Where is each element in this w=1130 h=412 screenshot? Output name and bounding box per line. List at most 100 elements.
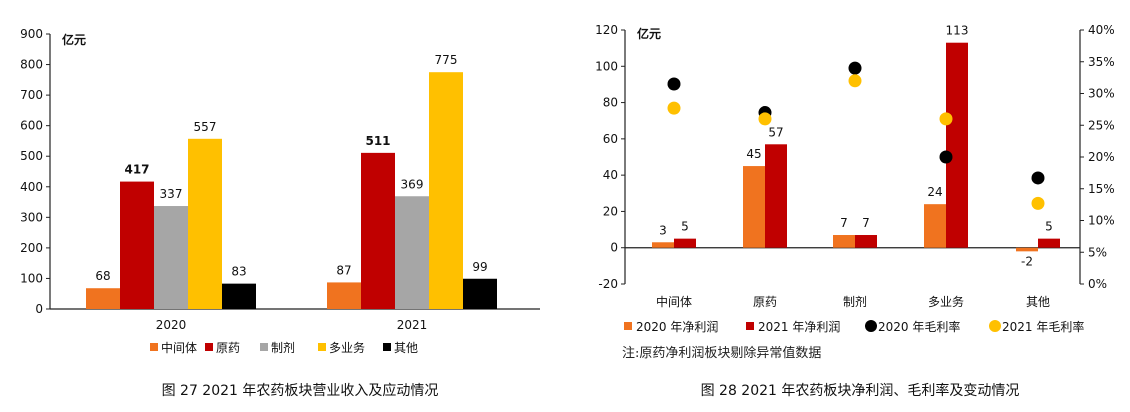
y-tick-label: 0	[610, 241, 618, 255]
bar	[429, 72, 463, 309]
data-label: 113	[946, 24, 969, 38]
y-tick-label: 120	[595, 23, 618, 37]
legend-marker	[989, 320, 1001, 332]
bar	[361, 152, 395, 309]
y-tick-label: 400	[20, 180, 43, 194]
data-label: 45	[746, 147, 761, 161]
legend-swatch	[150, 343, 158, 351]
y-tick-label: 700	[20, 88, 43, 102]
y-tick-label: 40	[603, 168, 618, 182]
bar	[743, 166, 765, 248]
data-label: 24	[927, 185, 942, 199]
legend-label: 多业务	[329, 340, 365, 355]
bar	[327, 282, 361, 309]
bar	[1016, 247, 1038, 252]
marker-point	[1031, 196, 1045, 210]
legend-label: 2020 年净利润	[636, 320, 718, 334]
bar	[946, 42, 968, 248]
legend-swatch	[383, 343, 391, 351]
marker-point	[939, 112, 953, 126]
data-label: 557	[194, 120, 217, 134]
chart-revenue: 亿元 0 100 200 300 400 500 600 700 800 900 68 417 337 55…	[20, 27, 540, 399]
legend-label: 其他	[394, 341, 418, 355]
marker-point	[939, 150, 953, 164]
bar	[765, 144, 787, 248]
y2-tick-label: 35%	[1088, 55, 1115, 69]
x-tick-label: 原药	[753, 295, 777, 309]
legend-label: 制剂	[271, 340, 295, 355]
marker-point	[848, 61, 862, 75]
y2-tick-label: 20%	[1088, 150, 1115, 164]
bar	[463, 278, 497, 309]
data-label: 5	[1045, 220, 1053, 234]
y-tick-label: 80	[603, 96, 618, 110]
x-tick-label: 2020	[156, 318, 187, 332]
y2-tick-label: 0%	[1088, 277, 1107, 291]
y-tick-label: 800	[20, 58, 43, 72]
y-tick-label: 500	[20, 149, 43, 163]
legend-marker	[865, 320, 877, 332]
x-tick-label: 中间体	[656, 294, 692, 309]
bar	[188, 138, 222, 309]
legend-swatch	[318, 343, 326, 351]
bar	[222, 283, 256, 309]
data-label: 87	[336, 263, 351, 277]
y-tick-label: 100	[595, 59, 618, 73]
y2-tick-label: 5%	[1088, 245, 1107, 259]
bar	[924, 204, 946, 248]
marker-point	[1031, 171, 1045, 185]
x-tick-label: 其他	[1026, 295, 1050, 309]
bar	[154, 206, 188, 309]
data-label: 337	[160, 187, 183, 201]
x-tick-label: 制剂	[843, 294, 867, 309]
marker-point	[848, 74, 862, 88]
chart-net-profit: 亿元 -20 0 20 40 60 80 100 120 0% 5% 10% 15% 20% 25% 30% 3…	[595, 23, 1115, 399]
legend-label: 2020 年毛利率	[878, 319, 960, 334]
y-tick-label: 900	[20, 27, 43, 41]
legend-swatch	[260, 343, 268, 351]
data-label: 83	[231, 265, 246, 279]
y-tick-label: 200	[20, 241, 43, 255]
y2-tick-label: 30%	[1088, 87, 1115, 101]
legend-label: 中间体	[161, 340, 197, 355]
y-tick-label: 60	[603, 132, 618, 146]
y-tick-label: 300	[20, 210, 43, 224]
data-label: 7	[840, 216, 848, 230]
footnote: 注:原药净利润板块剔除异常值数据	[622, 345, 821, 361]
figure-caption: 图 27 2021 年农药板块营业收入及应动情况	[162, 382, 439, 399]
bar	[120, 181, 154, 309]
bar	[395, 196, 429, 309]
data-label: 511	[365, 134, 390, 148]
marker-point	[667, 77, 681, 91]
bar	[86, 288, 120, 309]
y-tick-label: -20	[598, 277, 618, 291]
y2-tick-label: 40%	[1088, 23, 1115, 37]
y2-tick-label: 15%	[1088, 182, 1115, 196]
data-label: 369	[401, 177, 424, 191]
y2-tick-label: 10%	[1088, 214, 1115, 228]
data-label: 57	[768, 125, 783, 139]
y-tick-label: 20	[603, 204, 618, 218]
legend-swatch	[746, 322, 754, 330]
legend-swatch	[205, 343, 213, 351]
bar	[833, 235, 855, 248]
legend-label: 2021 年毛利率	[1002, 319, 1084, 334]
y-tick-label: 100	[20, 271, 43, 285]
bar	[1038, 238, 1060, 248]
x-tick-label: 多业务	[928, 294, 964, 309]
bar	[674, 238, 696, 248]
bar	[855, 235, 877, 248]
data-label: 68	[95, 269, 110, 283]
data-label: -2	[1021, 254, 1033, 268]
legend-label: 2021 年净利润	[758, 320, 840, 334]
data-label: 99	[472, 260, 487, 274]
y-tick-label: 600	[20, 119, 43, 133]
marker-point	[667, 101, 681, 115]
data-label: 3	[659, 223, 667, 237]
figure-caption: 图 28 2021 年农药板块净利润、毛利率及变动情况	[701, 382, 1020, 399]
x-tick-label: 2021	[397, 318, 428, 332]
marker-point	[758, 112, 772, 126]
legend-swatch	[624, 322, 632, 330]
data-label: 7	[862, 216, 870, 230]
